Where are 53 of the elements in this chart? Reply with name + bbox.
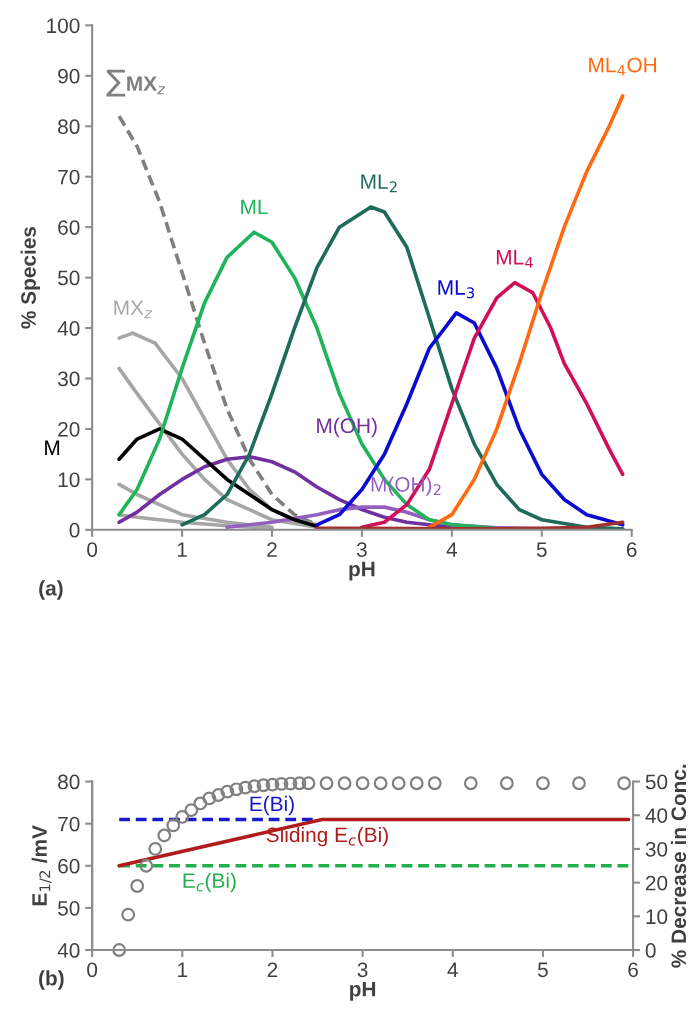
y2-tick-label: 10 xyxy=(646,909,668,925)
x-axis-title: pH xyxy=(349,561,375,581)
series-label: ∑MX$_{z}$ xyxy=(106,69,166,97)
series-label: ML$_{2}$ xyxy=(361,174,397,193)
y2-tick-label: 20 xyxy=(645,875,668,891)
series-label: ML$_{3}$ xyxy=(438,280,474,299)
series-label: ML xyxy=(241,199,268,214)
y-tick-label: 40 xyxy=(57,943,80,958)
series-label: MX$_{z}$ xyxy=(114,300,153,319)
y-tick-label: 0 xyxy=(69,522,80,538)
x-axis-title: pH xyxy=(350,982,376,1001)
series-label: E$_{c}$(Bi) xyxy=(183,872,236,893)
y2-tick-label: 0 xyxy=(645,943,656,958)
series-label: ML$_{4}$ xyxy=(496,250,533,268)
x-tick-label: 4 xyxy=(447,962,458,977)
x-tick-label: 6 xyxy=(628,962,638,978)
y-tick-label: 20 xyxy=(58,421,80,437)
text: (b) xyxy=(39,970,64,990)
y-tick-label: 60 xyxy=(58,220,80,235)
x-tick-label: 0 xyxy=(87,542,98,557)
y-tick-label: 80 xyxy=(58,119,80,135)
y-tick-label: 50 xyxy=(57,900,80,916)
x-tick-label: 5 xyxy=(536,542,547,557)
y-tick-label: 40 xyxy=(57,321,80,336)
y2-axis-title: % Decrease in Conc. xyxy=(670,764,687,968)
y-tick-label: 100 xyxy=(47,18,80,34)
series-label: E(Bi) xyxy=(250,795,294,816)
x-tick-label: 0 xyxy=(87,962,98,978)
x-tick-label: 2 xyxy=(267,962,278,977)
y-tick-label: 70 xyxy=(58,816,80,832)
x-tick-label: 3 xyxy=(357,962,368,978)
y2-tick-label: 40 xyxy=(645,808,668,823)
y-tick-label: 10 xyxy=(58,472,80,488)
x-tick-label: 2 xyxy=(267,542,277,557)
x-tick-label: 6 xyxy=(626,542,637,557)
x-tick-label: 4 xyxy=(446,542,458,557)
y-tick-label: 80 xyxy=(58,774,80,790)
text: M xyxy=(45,440,60,455)
x-tick-label: 1 xyxy=(178,962,188,977)
y-tick-label: 70 xyxy=(58,169,80,185)
text: (a) xyxy=(39,580,63,600)
y-tick-label: 60 xyxy=(58,858,80,874)
series-label: ML$_{4}$OH xyxy=(589,57,657,76)
y2-tick-label: 30 xyxy=(645,841,668,857)
y2-tick-label: 50 xyxy=(645,774,668,790)
y-tick-label: 50 xyxy=(57,270,80,286)
y-axis-title: % Species xyxy=(20,226,41,329)
y-axis-title: E$_{1/2}$ /mV xyxy=(31,825,52,906)
x-tick-label: 5 xyxy=(537,962,548,978)
x-tick-label: 3 xyxy=(356,542,367,557)
y-tick-label: 30 xyxy=(57,371,80,387)
y-tick-label: 90 xyxy=(58,68,80,84)
x-tick-label: 1 xyxy=(177,542,187,557)
